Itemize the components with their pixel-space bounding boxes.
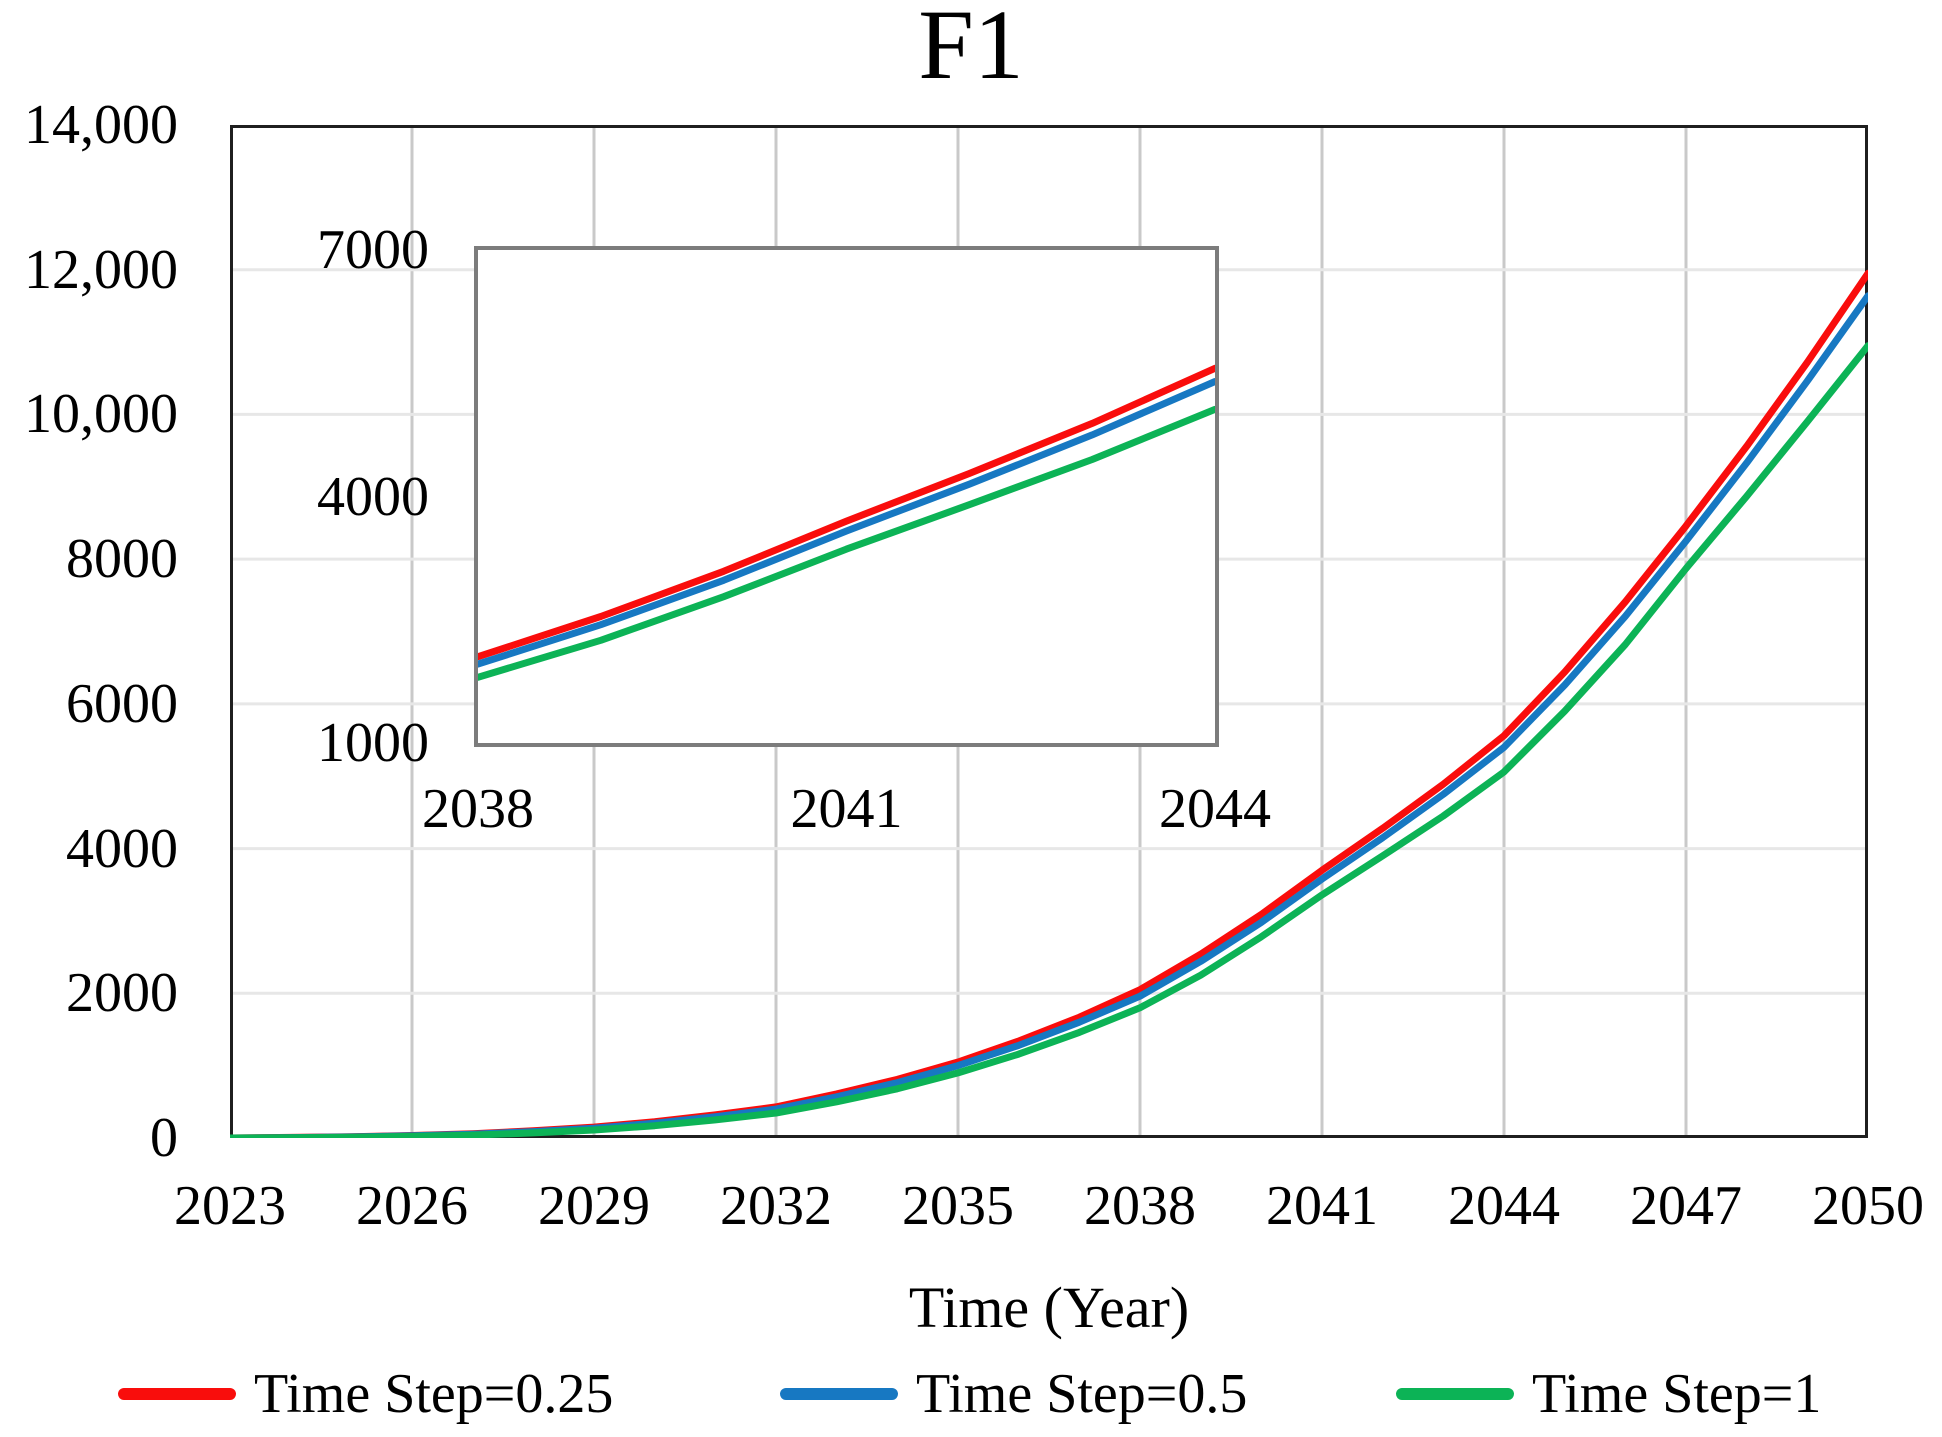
y-tick-label: 12,000 [24,238,178,301]
legend-label-1: Time Step=0.5 [916,1363,1248,1425]
legend-item-2: Time Step=1 [1396,1354,1821,1434]
inset-x-tick-label: 2038 [422,778,534,840]
inset-plot-box [474,246,1219,747]
y-tick-label: 8000 [66,528,178,591]
inset-x-tick-label: 2041 [790,778,903,840]
inset-series-line-0 [478,364,1215,661]
legend-item-0: Time Step=0.25 [118,1354,613,1434]
inset-y-tick-label: 1000 [317,712,429,774]
x-tick-label: 2041 [1266,1175,1378,1237]
x-tick-label: 2032 [720,1175,832,1237]
y-tick-label: 10,000 [24,383,178,446]
inset-x-tick-label: 2044 [1159,778,1271,840]
legend-swatch-2 [1396,1388,1514,1400]
x-tick-label: 2047 [1630,1175,1742,1237]
plot-border [230,125,1868,1138]
x-axis-title: Time (Year) [908,1275,1190,1340]
y-tick-label: 14,000 [24,94,178,156]
inset-y-tick-label: 4000 [317,465,429,528]
legend-item-1: Time Step=0.5 [780,1354,1247,1434]
chart-title: F1 [918,0,1024,100]
legend-swatch-1 [780,1388,898,1400]
inset-series-line-2 [478,405,1215,681]
inset-y-tick-label: 7000 [317,219,429,281]
legend-swatch-0 [118,1388,236,1400]
series-line-2 [230,342,1868,1138]
x-tick-label: 2050 [1812,1175,1924,1237]
x-tick-label: 2023 [174,1175,286,1237]
inset-plot-area [478,364,1215,681]
y-tick-label: 0 [150,1107,178,1169]
y-tick-label: 4000 [66,817,178,880]
inset-series-line-1 [478,378,1215,668]
legend-label-2: Time Step=1 [1532,1363,1822,1425]
x-tick-label: 2038 [1084,1175,1196,1237]
legend-label-0: Time Step=0.25 [254,1363,614,1425]
x-tick-label: 2026 [356,1175,468,1237]
y-tick-label: 2000 [66,962,178,1025]
x-tick-label: 2035 [902,1175,1014,1237]
y-tick-label: 6000 [66,672,178,735]
x-tick-label: 2029 [538,1175,650,1237]
x-tick-label: 2044 [1448,1175,1560,1237]
